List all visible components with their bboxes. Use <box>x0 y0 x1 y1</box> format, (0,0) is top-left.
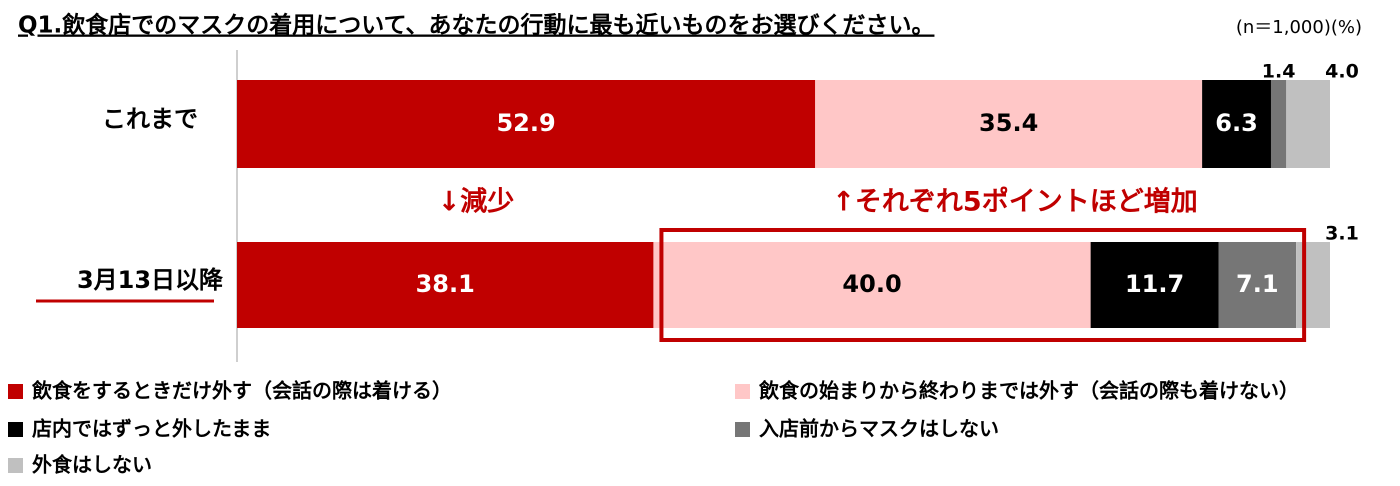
legend-label: 入店前からマスクはしない <box>759 417 999 441</box>
bar-segment <box>1218 242 1297 328</box>
category-label: これまで <box>102 105 198 133</box>
data-label: 3.1 <box>1325 223 1359 245</box>
legend-swatch <box>8 422 23 437</box>
legend-label: 飲食の始まりから終わりまでは外す（会話の際も着けない） <box>758 379 1299 403</box>
data-label: 40.0 <box>842 270 901 298</box>
data-label: 35.4 <box>979 109 1038 137</box>
highlight-box <box>659 228 1307 342</box>
legend-swatch <box>8 458 23 473</box>
legend-swatch <box>735 384 750 399</box>
data-label: 38.1 <box>416 270 475 298</box>
chart-subtitle: (n＝1,000)(%) <box>1236 17 1362 38</box>
bar-segment <box>237 242 654 328</box>
annotation: ↑それぞれ5ポイントほど増加 <box>832 186 1197 218</box>
legend-label: 外食はしない <box>32 453 152 477</box>
data-label: 52.9 <box>496 109 555 137</box>
legend-label: 店内ではずっと外したまま <box>32 417 271 441</box>
category-label: 3月13日以降 <box>77 266 224 294</box>
bar-segment <box>815 80 1203 168</box>
data-label: 4.0 <box>1325 61 1359 83</box>
bar-segment <box>1202 80 1271 168</box>
bar-segment <box>1286 80 1330 168</box>
bar-segment <box>1090 242 1219 328</box>
bar-segment <box>1296 242 1330 328</box>
legend-swatch <box>8 384 23 399</box>
bar-segment <box>1270 80 1287 168</box>
legend-label: 飲食をするときだけ外す（会話の際は着ける） <box>31 379 452 403</box>
data-label: 6.3 <box>1215 109 1258 137</box>
data-label: 7.1 <box>1236 270 1279 298</box>
annotation: ↓減少 <box>438 187 515 218</box>
data-label: 11.7 <box>1125 270 1184 298</box>
legend-swatch <box>735 422 750 437</box>
data-label: 1.4 <box>1262 61 1296 83</box>
bar-segment <box>653 242 1091 328</box>
bar-segment <box>237 80 816 168</box>
chart-title: Q1.飲食店でのマスクの着用について、あなたの行動に最も近いものをお選びください… <box>18 12 934 39</box>
